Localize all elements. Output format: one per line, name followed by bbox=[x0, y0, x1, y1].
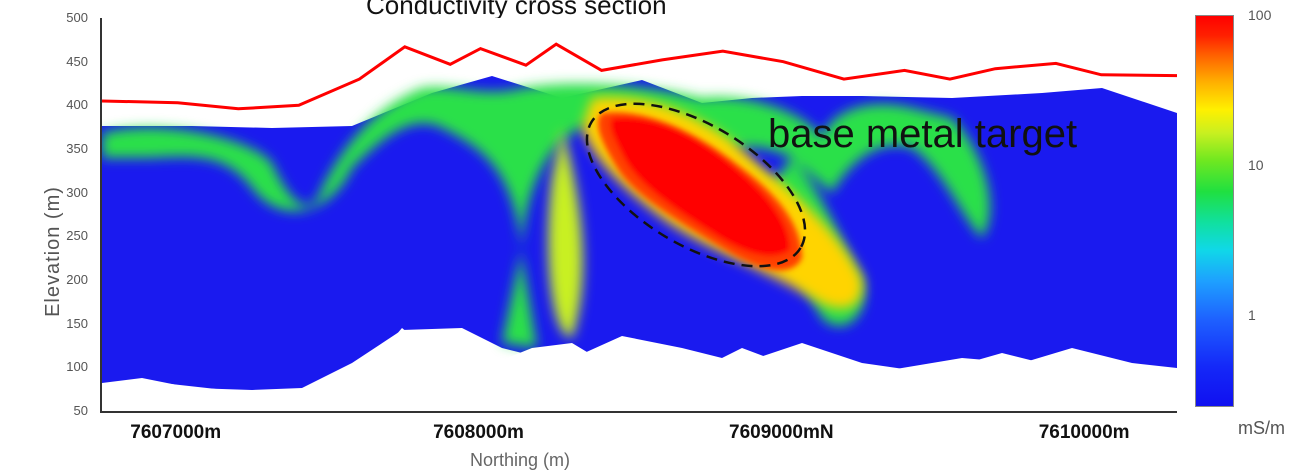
target-annotation: base metal target bbox=[768, 112, 1078, 156]
y-tick-label: 300 bbox=[66, 184, 88, 200]
x-tick-label: 7607000m bbox=[130, 422, 222, 443]
y-tick-label: 100 bbox=[66, 359, 88, 375]
colorbar-unit: mS/m bbox=[1238, 418, 1285, 438]
y-tick-label: 350 bbox=[66, 141, 88, 156]
y-tick-label: 150 bbox=[66, 315, 88, 331]
x-tick-label: 7610000m bbox=[1038, 422, 1130, 443]
y-tick-label: 450 bbox=[66, 53, 88, 69]
near-surface-conductive-band bbox=[102, 83, 991, 349]
below-section-no-data bbox=[102, 328, 1177, 411]
x-tick-label: 7608000m bbox=[433, 422, 524, 443]
target-outline-ellipse bbox=[585, 102, 807, 268]
surface-elevation-line bbox=[102, 42, 1177, 111]
y-tick-label: 50 bbox=[73, 403, 88, 418]
conductivity-flank bbox=[548, 128, 583, 338]
y-tick-label: 250 bbox=[66, 228, 88, 244]
y-tick-label: 400 bbox=[66, 97, 88, 113]
chart-title: Conductivity cross section bbox=[366, 0, 667, 20]
colorbar bbox=[1195, 15, 1234, 407]
colorbar-tick-label: 100 bbox=[1248, 7, 1272, 23]
high-conductivity-target bbox=[597, 112, 802, 271]
y-tick-label: 200 bbox=[66, 272, 88, 287]
colorbar-tick-label: 10 bbox=[1248, 157, 1264, 173]
colorbar-tick-label: 1 bbox=[1248, 307, 1256, 323]
low-conductivity-body bbox=[102, 76, 1177, 390]
conductivity-section-plot bbox=[100, 18, 1177, 413]
y-axis-label: Elevation (m) bbox=[41, 186, 64, 317]
target-core bbox=[610, 117, 791, 256]
x-tick-label: 7609000mN bbox=[729, 422, 834, 443]
conductivity-section-svg bbox=[102, 18, 1177, 411]
y-tick-label: 500 bbox=[66, 10, 88, 25]
x-axis-label: Northing (m) bbox=[470, 450, 571, 470]
